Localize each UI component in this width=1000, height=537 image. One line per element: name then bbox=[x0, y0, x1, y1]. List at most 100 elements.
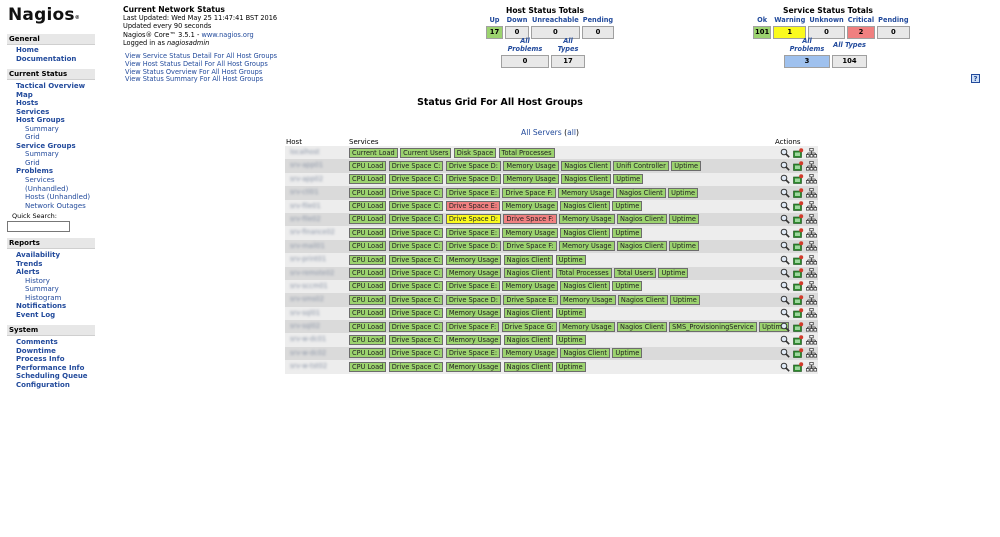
service-status-link[interactable]: Nagios Client bbox=[561, 160, 611, 171]
service-status-link[interactable]: Memory Usage bbox=[502, 281, 558, 292]
network-map-icon[interactable] bbox=[806, 281, 817, 291]
service-status-link[interactable]: CPU Load bbox=[349, 187, 387, 198]
nav-link-summary[interactable]: Summary bbox=[25, 285, 59, 294]
nav-link-host-groups[interactable]: Host Groups bbox=[16, 116, 65, 125]
service-status-link[interactable]: Nagios Client bbox=[503, 268, 554, 279]
nav-link-hosts[interactable]: Hosts bbox=[16, 99, 39, 108]
service-status-link[interactable]: Memory Usage bbox=[445, 268, 502, 279]
nagios-website-link[interactable]: www.nagios.org bbox=[201, 30, 254, 39]
magnifier-icon[interactable] bbox=[780, 214, 790, 225]
service-status-link[interactable]: Uptime bbox=[671, 160, 702, 171]
view-host-detail-link[interactable]: View Host Status Detail For All Host Gro… bbox=[125, 59, 268, 68]
magnifier-icon[interactable] bbox=[780, 281, 790, 292]
service-status-link[interactable]: CPU Load bbox=[349, 334, 387, 345]
network-map-icon[interactable] bbox=[806, 254, 817, 265]
service-status-link[interactable]: Drive Space E: bbox=[445, 187, 501, 198]
service-status-link[interactable]: Nagios Client bbox=[561, 174, 611, 185]
service-status-link[interactable]: Nagios Client bbox=[560, 201, 610, 212]
service-status-icon[interactable] bbox=[793, 321, 804, 332]
hostgroup-name-link[interactable]: All Servers bbox=[521, 128, 562, 137]
service-all-types-header[interactable]: All Types bbox=[833, 41, 866, 49]
quick-search-input[interactable] bbox=[7, 221, 70, 232]
host-up-header[interactable]: Up bbox=[489, 16, 500, 24]
service-status-link[interactable]: Disk Space bbox=[453, 147, 497, 158]
service-status-icon[interactable] bbox=[793, 295, 804, 305]
service-status-link[interactable]: Drive Space C: bbox=[388, 281, 444, 292]
service-status-link[interactable]: Drive Space C: bbox=[388, 321, 444, 332]
network-map-icon[interactable] bbox=[806, 174, 817, 184]
service-status-link[interactable]: Drive Space E: bbox=[445, 281, 501, 292]
nav-link-summary[interactable]: Summary bbox=[25, 150, 59, 159]
service-status-link[interactable]: Total Processes bbox=[498, 147, 555, 158]
network-map-icon[interactable] bbox=[806, 268, 817, 278]
magnifier-icon[interactable] bbox=[780, 362, 790, 372]
service-status-link[interactable]: CPU Load bbox=[349, 214, 387, 225]
host-name-link[interactable]: srv-mail01 bbox=[290, 241, 325, 250]
service-status-icon[interactable] bbox=[793, 201, 804, 211]
nav-link-notifications[interactable]: Notifications bbox=[16, 302, 67, 311]
nav-link-map[interactable]: Map bbox=[16, 90, 33, 99]
magnifier-icon[interactable] bbox=[780, 148, 790, 158]
service-status-link[interactable]: Drive Space D: bbox=[445, 214, 501, 225]
service-ok-header[interactable]: Ok bbox=[757, 16, 768, 24]
host-all-types-header[interactable]: All Types bbox=[557, 37, 579, 53]
service-status-link[interactable]: Uptime bbox=[668, 187, 699, 198]
service-status-link[interactable]: Uptime bbox=[612, 227, 643, 238]
nav-link-history[interactable]: History bbox=[25, 276, 50, 285]
service-status-link[interactable]: Memory Usage bbox=[502, 201, 558, 212]
host-down-header[interactable]: Down bbox=[506, 16, 528, 24]
nav-link-trends[interactable]: Trends bbox=[16, 259, 43, 268]
nav-link-tactical-overview[interactable]: Tactical Overview bbox=[16, 82, 86, 90]
service-status-link[interactable]: CPU Load bbox=[349, 294, 387, 305]
magnifier-icon[interactable] bbox=[780, 335, 790, 345]
service-status-link[interactable]: CPU Load bbox=[349, 174, 387, 185]
service-status-link[interactable]: Drive Space F: bbox=[503, 241, 557, 252]
service-status-icon[interactable] bbox=[793, 281, 804, 292]
nav-link-alerts[interactable]: Alerts bbox=[16, 268, 40, 277]
service-status-link[interactable]: CPU Load bbox=[349, 321, 387, 332]
service-status-link[interactable]: Nagios Client bbox=[560, 348, 610, 359]
host-name-link[interactable]: srv-w-tst02 bbox=[290, 362, 328, 371]
network-map-icon[interactable] bbox=[806, 160, 817, 171]
service-status-icon[interactable] bbox=[793, 362, 804, 372]
nav-link-histogram[interactable]: Histogram bbox=[25, 293, 62, 302]
service-status-link[interactable]: SMS_ProvisioningService bbox=[669, 321, 757, 332]
nav-link-availability[interactable]: Availability bbox=[16, 251, 61, 259]
service-status-link[interactable]: CPU Load bbox=[349, 241, 387, 252]
service-status-link[interactable]: CPU Load bbox=[349, 254, 387, 265]
help-icon[interactable]: ? bbox=[971, 74, 980, 83]
service-status-link[interactable]: CPU Load bbox=[349, 348, 387, 359]
service-status-link[interactable]: Drive Space C: bbox=[388, 294, 444, 305]
service-status-link[interactable]: Drive Space E: bbox=[445, 201, 501, 212]
host-name-link[interactable]: srv-sql01 bbox=[290, 308, 321, 317]
nav-link-downtime[interactable]: Downtime bbox=[16, 346, 56, 355]
service-status-link[interactable]: Memory Usage bbox=[559, 214, 615, 225]
network-map-icon[interactable] bbox=[806, 361, 817, 372]
hostgroup-alias-link[interactable]: all bbox=[567, 128, 576, 137]
network-map-icon[interactable] bbox=[806, 348, 817, 358]
network-map-icon[interactable] bbox=[806, 294, 817, 305]
service-status-link[interactable]: Drive Space E: bbox=[503, 294, 558, 305]
service-status-link[interactable]: Memory Usage bbox=[445, 334, 502, 345]
service-status-link[interactable]: Memory Usage bbox=[503, 160, 559, 171]
magnifier-icon[interactable] bbox=[780, 322, 790, 332]
network-map-icon[interactable] bbox=[806, 187, 817, 198]
magnifier-icon[interactable] bbox=[780, 188, 790, 198]
host-name-link[interactable]: srv-file01 bbox=[290, 201, 321, 210]
service-status-link[interactable]: Uptime bbox=[612, 201, 643, 212]
service-unknown-header[interactable]: Unknown bbox=[809, 16, 844, 24]
service-status-link[interactable]: Memory Usage bbox=[558, 187, 614, 198]
service-status-link[interactable]: Memory Usage bbox=[503, 174, 559, 185]
service-status-link[interactable]: Uptime bbox=[669, 294, 700, 305]
service-status-link[interactable]: Uptime bbox=[669, 214, 699, 225]
service-status-link[interactable]: Memory Usage bbox=[502, 227, 558, 238]
network-map-icon[interactable] bbox=[806, 214, 817, 224]
service-status-link[interactable]: Drive Space C: bbox=[388, 201, 444, 212]
nav-link-configuration[interactable]: Configuration bbox=[16, 380, 70, 389]
magnifier-icon[interactable] bbox=[780, 268, 790, 278]
service-status-link[interactable]: Memory Usage bbox=[502, 348, 558, 359]
service-status-link[interactable]: Nagios Client bbox=[503, 334, 554, 345]
nav-link-service-groups[interactable]: Service Groups bbox=[16, 141, 76, 150]
magnifier-icon[interactable] bbox=[780, 348, 790, 359]
service-status-link[interactable]: Current Users bbox=[400, 147, 452, 158]
